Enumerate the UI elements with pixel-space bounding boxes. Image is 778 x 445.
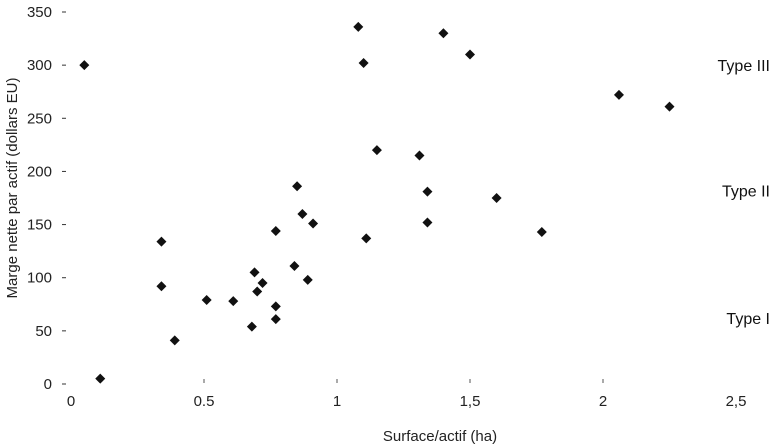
data-point: [289, 261, 300, 272]
y-tick-label: 300: [27, 57, 52, 74]
data-point: [465, 49, 475, 60]
data-point: [297, 208, 308, 219]
y-tick-label: 250: [27, 110, 52, 127]
data-point: [292, 181, 303, 192]
type-annotation: Type I: [726, 311, 770, 328]
y-tick-label: 150: [27, 217, 52, 234]
data-point: [664, 101, 675, 112]
x-axis-label: Surface/actif (ha): [383, 428, 497, 445]
data-point: [302, 274, 313, 285]
data-point: [353, 21, 364, 32]
data-point: [95, 373, 106, 384]
data-point: [270, 301, 281, 312]
x-tick-label: 1: [333, 393, 341, 410]
data-point: [308, 218, 319, 229]
y-axis-label: Marge nette par actif (dollars EU): [4, 78, 21, 299]
data-point: [613, 89, 624, 100]
y-tick-label: 0: [44, 376, 52, 393]
data-point: [491, 193, 502, 203]
data-point: [249, 267, 260, 278]
data-point: [422, 217, 433, 228]
data-point: [270, 314, 281, 325]
data-point: [422, 186, 433, 197]
data-point: [156, 236, 167, 247]
data-point: [156, 281, 167, 292]
y-tick-label: 350: [27, 4, 52, 21]
data-points: [79, 21, 675, 384]
data-point: [270, 225, 281, 236]
data-point: [536, 227, 547, 238]
data-point: [414, 150, 425, 161]
type-annotations: Type III Type II Type I: [718, 58, 770, 328]
y-tick-label: 50: [35, 323, 52, 340]
type-annotation: Type III: [718, 58, 770, 75]
data-point: [371, 145, 382, 156]
x-tick-label: 2: [599, 393, 607, 410]
data-point: [257, 278, 268, 289]
data-point: [169, 335, 180, 346]
data-point: [228, 296, 239, 307]
x-tick-label: 0: [67, 393, 75, 410]
data-point: [252, 286, 263, 297]
data-point: [361, 233, 372, 244]
data-point: [358, 58, 369, 69]
data-point: [246, 321, 257, 332]
y-tick-label: 200: [27, 163, 52, 180]
x-axis-ticks: 0 0.5 1 1,5 2 2,5: [67, 379, 747, 410]
data-point: [201, 295, 212, 306]
y-tick-label: 100: [27, 270, 52, 287]
x-tick-label: 1,5: [460, 393, 481, 410]
x-tick-label: 2,5: [726, 393, 747, 410]
type-annotation: Type II: [722, 184, 770, 201]
x-tick-label: 0.5: [194, 393, 215, 410]
data-point: [438, 28, 449, 39]
data-point: [79, 60, 90, 71]
y-axis-ticks: 0 50 100 150 200 250 300 350: [27, 4, 66, 393]
